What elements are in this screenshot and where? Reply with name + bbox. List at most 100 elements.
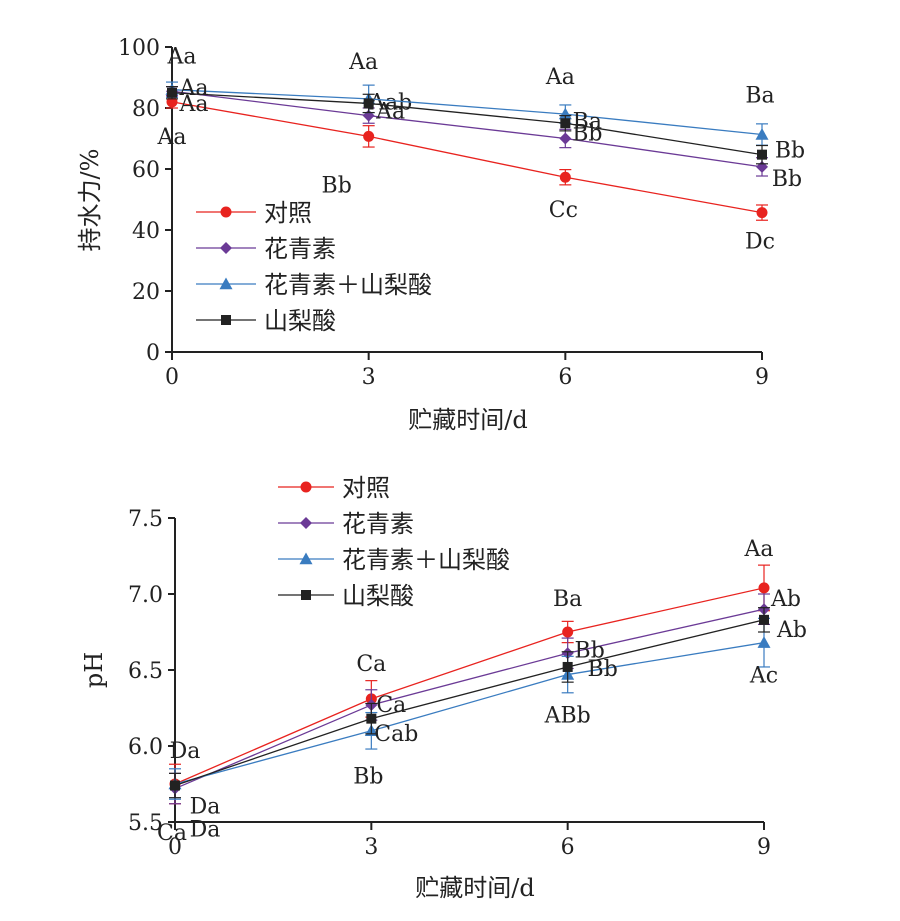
- y-tick-label: 7.0: [128, 583, 163, 608]
- data-point: [757, 636, 771, 648]
- significance-label: Bb: [588, 657, 618, 682]
- significance-label: Aa: [375, 99, 405, 124]
- significance-label: Da: [190, 818, 221, 843]
- y-tick-label: 5.5: [128, 811, 163, 836]
- series-1: Da Ca Ba Aa: [169, 537, 774, 805]
- data-point: [559, 171, 571, 183]
- significance-label: Aa: [178, 92, 208, 117]
- data-point: [558, 107, 572, 120]
- series-line: [171, 101, 763, 214]
- series-line: [174, 641, 765, 785]
- significance-label: Bb: [322, 173, 352, 198]
- legend-label: 花青素＋山梨酸: [342, 546, 510, 574]
- legend-marker: [300, 481, 312, 493]
- significance-label: Da: [170, 739, 201, 764]
- y-tick-label: 6.5: [128, 659, 163, 684]
- y-tick-label: 20: [132, 280, 160, 305]
- data-point: [366, 713, 377, 724]
- x-tick-label: 3: [364, 835, 378, 860]
- data-point: [562, 661, 573, 672]
- legend-label: 山梨酸: [342, 582, 414, 610]
- x-tick-label: 6: [561, 835, 575, 860]
- significance-label: Ab: [770, 587, 801, 612]
- y-axis-title: pH: [80, 652, 108, 688]
- significance-label: Ab: [776, 618, 807, 643]
- y-axis-title: 持水力/%: [76, 149, 104, 252]
- x-tick-label: 0: [168, 835, 182, 860]
- x-tick-label: 3: [362, 365, 376, 390]
- data-point: [756, 207, 768, 219]
- significance-label: Ca: [376, 693, 406, 718]
- series-1: Aa Bb Cc Dc: [156, 95, 775, 255]
- significance-label: Aa: [178, 76, 208, 101]
- x-tick-label: 0: [165, 365, 179, 390]
- legend-label: 对照: [342, 474, 390, 502]
- significance-label: Bb: [772, 167, 802, 192]
- series-line: [174, 587, 765, 785]
- significance-label: Aab: [368, 91, 412, 116]
- legend-label: 花青素: [264, 235, 336, 263]
- x-tick-label: 9: [757, 835, 771, 860]
- data-point: [757, 149, 767, 160]
- significance-label: Dc: [745, 230, 775, 255]
- significance-label: Bb: [775, 139, 805, 164]
- legend-marker: [300, 517, 312, 529]
- data-point: [167, 87, 177, 98]
- data-point: [758, 582, 770, 594]
- significance-label: Ba: [745, 84, 774, 109]
- legend-label: 花青素＋山梨酸: [264, 271, 432, 299]
- y-tick-label: 100: [118, 36, 160, 61]
- chart-2: 5.56.06.57.07.50 3 6 9贮藏时间/dpHDaCaBaAaDaCaB…: [80, 474, 807, 902]
- legend-marker: [219, 277, 233, 290]
- significance-label: Cab: [374, 722, 418, 747]
- y-tick-label: 0: [146, 341, 160, 366]
- data-point: [363, 130, 375, 142]
- significance-label: Ba: [573, 109, 602, 134]
- y-tick-label: 80: [132, 97, 160, 122]
- significance-label: Aa: [545, 65, 575, 90]
- data-point: [170, 780, 180, 791]
- x-tick-label: 9: [755, 365, 769, 390]
- significance-label: Aa: [166, 45, 196, 70]
- significance-label: Bb: [353, 765, 383, 790]
- data-point: [755, 128, 769, 140]
- significance-label: Ca: [356, 652, 386, 677]
- significance-label: Aa: [348, 50, 378, 75]
- significance-label: Ca: [157, 821, 187, 846]
- legend-label: 山梨酸: [264, 307, 336, 335]
- legend-marker: [221, 315, 231, 325]
- data-point: [559, 132, 572, 145]
- significance-label: Aa: [743, 537, 773, 562]
- significance-label: Aa: [156, 125, 186, 150]
- series-3: Ca Cab ABb Ac: [157, 617, 778, 846]
- legend-marker: [220, 206, 232, 218]
- data-point: [759, 614, 769, 625]
- legend-marker: [299, 552, 313, 565]
- series-line: [174, 619, 765, 787]
- x-tick-label: 6: [558, 365, 572, 390]
- data-point: [363, 98, 374, 109]
- y-tick-label: 6.0: [128, 735, 163, 760]
- significance-label: Ba: [553, 587, 582, 612]
- legend-marker: [301, 590, 311, 600]
- y-tick-label: 40: [132, 219, 160, 244]
- series-2: Da Ca Bb Ab: [169, 587, 801, 820]
- series-line: [174, 608, 765, 790]
- legend-label: 对照: [264, 199, 312, 227]
- data-point: [560, 118, 571, 129]
- significance-label: ABb: [544, 704, 591, 729]
- series-line: [171, 89, 763, 136]
- x-axis-title: 贮藏时间/d: [415, 874, 534, 902]
- y-tick-label: 7.5: [128, 507, 163, 532]
- series-line: [171, 90, 763, 168]
- legend-marker: [220, 242, 232, 254]
- legend-label: 花青素: [342, 510, 414, 538]
- y-tick-label: 60: [132, 158, 160, 183]
- significance-label: Cc: [549, 198, 578, 223]
